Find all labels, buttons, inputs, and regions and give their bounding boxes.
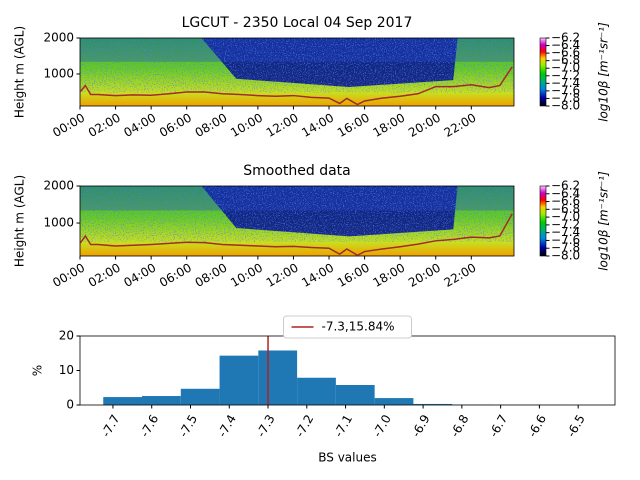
colorbar-tick-label: −6.2	[551, 31, 580, 45]
y-tick-label: 10	[59, 363, 74, 377]
colorbar-tick-label: −7.0	[551, 210, 580, 224]
colorbar-tick-label: −6.4	[551, 186, 580, 200]
x-tick-label: -6.5	[564, 412, 588, 439]
x-tick-label: -6.8	[448, 412, 472, 439]
x-tick-label: 06:00	[157, 111, 194, 140]
title: LGCUT - 2350 Local 04 Sep 2017	[182, 15, 413, 31]
boundary-layer-line	[79, 213, 513, 257]
x-tick-label: 02:00	[86, 261, 123, 290]
colorbar-tick-label: −7.8	[551, 241, 580, 255]
x-tick-label: 00:00	[50, 111, 87, 140]
x-tick-label: 20:00	[406, 111, 443, 140]
x-axis-label: BS values	[318, 451, 376, 465]
colorbar-tick-label: −6.6	[551, 46, 580, 60]
x-tick-label: -6.9	[409, 412, 433, 439]
colorbar-label: log10β [m⁻¹sr⁻¹]	[597, 171, 611, 271]
colorbar-tick-label: −6.2	[551, 179, 580, 193]
x-tick-label: 06:00	[157, 261, 194, 290]
histogram-bar	[413, 403, 453, 405]
x-tick-label: -7.6	[138, 412, 162, 439]
x-tick-label: -7.2	[293, 412, 317, 439]
colorbar-tick-label: −7.2	[551, 217, 580, 231]
colorbar-tick-label: −7.0	[551, 61, 580, 75]
x-tick-label: 08:00	[193, 261, 230, 290]
x-tick-label: 22:00	[442, 261, 479, 290]
x-tick-label: 16:00	[335, 111, 372, 140]
y-tick-label: 1000	[43, 66, 74, 80]
y-tick-label: 20	[59, 329, 74, 343]
x-tick-label: -6.7	[486, 412, 510, 439]
x-tick-label: 10:00	[228, 261, 265, 290]
histogram-bar	[103, 397, 143, 405]
colorbar	[539, 37, 547, 107]
y-axis-label: %	[31, 365, 45, 376]
histogram-bar	[142, 396, 181, 405]
colorbar-tick-label: −6.4	[551, 38, 580, 52]
x-tick-label: 12:00	[264, 261, 301, 290]
x-tick-label: 16:00	[335, 261, 372, 290]
axes-frame	[79, 185, 515, 257]
y-tick-label: 2000	[43, 179, 74, 193]
x-tick-label: 18:00	[370, 261, 407, 290]
histogram-bar	[219, 355, 259, 405]
x-tick-label: 04:00	[121, 111, 158, 140]
colorbar-tick-label: −6.8	[551, 53, 580, 67]
x-tick-label: 00:00	[50, 261, 87, 290]
boundary-layer-line	[79, 66, 513, 106]
x-tick-label: -7.0	[370, 412, 394, 439]
colorbar	[539, 185, 547, 257]
x-tick-label: 08:00	[193, 111, 230, 140]
x-tick-label: 14:00	[299, 261, 336, 290]
x-tick-label: -7.1	[331, 412, 355, 439]
histogram-bar	[374, 398, 414, 405]
histogram-bar	[335, 384, 375, 405]
x-tick-label: 20:00	[406, 261, 443, 290]
axes-frame	[79, 37, 515, 107]
heatmap-speckle	[80, 186, 514, 242]
legend-box	[283, 315, 412, 339]
colorbar-tick-label: −7.4	[551, 76, 580, 90]
colorbar-tick-label: −8.0	[551, 249, 580, 263]
x-tick-label: 14:00	[299, 111, 336, 140]
x-tick-label: 10:00	[228, 111, 265, 140]
x-tick-label: -7.5	[176, 412, 200, 439]
colorbar-tick-label: −7.4	[551, 225, 580, 239]
heatmap-speckle	[80, 38, 514, 93]
y-axis-label: Height m (AGL)	[13, 175, 27, 267]
x-tick-label: 18:00	[370, 111, 407, 140]
y-tick-label: 1000	[43, 216, 74, 230]
histogram-bar	[297, 377, 336, 405]
legend-label: -7.3,15.84%	[322, 320, 395, 334]
colorbar-tick-label: −8.0	[551, 99, 580, 113]
y-tick-label: 2000	[43, 31, 74, 45]
colorbar-tick-label: −6.8	[551, 202, 580, 216]
x-tick-label: 22:00	[442, 111, 479, 140]
colorbar-label: log10β [m⁻¹sr⁻¹]	[597, 22, 611, 122]
colorbar-tick-label: −6.6	[551, 194, 580, 208]
x-tick-label: -7.3	[254, 412, 278, 439]
x-tick-label: 02:00	[86, 111, 123, 140]
histogram-bar	[180, 388, 220, 405]
y-axis-label: Height m (AGL)	[13, 26, 27, 118]
colorbar-tick-label: −7.6	[551, 83, 580, 97]
colorbar-tick-label: −7.6	[551, 233, 580, 247]
histogram-bar	[258, 350, 298, 405]
y-tick-label: 0	[66, 398, 74, 412]
x-tick-label: -6.6	[525, 412, 549, 439]
colorbar-tick-label: −7.2	[551, 68, 580, 82]
x-tick-label: -7.7	[99, 412, 123, 439]
title: Smoothed data	[243, 163, 351, 179]
x-tick-label: 04:00	[121, 261, 158, 290]
x-tick-label: -7.4	[215, 412, 239, 439]
colorbar-tick-label: −7.8	[551, 91, 580, 105]
x-tick-label: 12:00	[264, 111, 301, 140]
